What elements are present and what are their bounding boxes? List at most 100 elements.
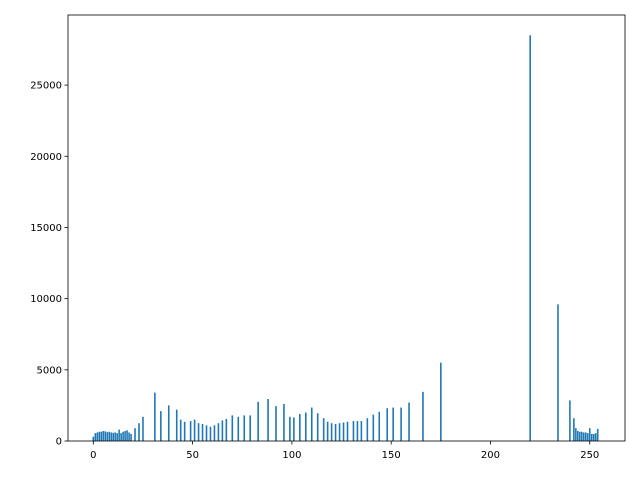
- bar: [334, 423, 337, 441]
- bar: [193, 419, 196, 441]
- y-tick-label: 15000: [30, 223, 62, 234]
- x-tick-label: 200: [481, 450, 500, 461]
- bar: [126, 430, 128, 441]
- bar: [142, 416, 144, 441]
- bar: [221, 420, 224, 441]
- bar: [299, 413, 301, 441]
- bar: [594, 433, 597, 441]
- bar: [592, 433, 595, 441]
- bar: [378, 411, 381, 441]
- bar: [130, 433, 132, 441]
- bar: [569, 400, 571, 441]
- bar: [134, 428, 136, 441]
- bar: [316, 413, 319, 441]
- bar: [167, 405, 170, 441]
- bar: [102, 431, 105, 441]
- y-tick-label: 10000: [30, 294, 62, 305]
- y-tick-label: 5000: [37, 365, 62, 376]
- bar: [338, 423, 341, 441]
- y-tick-label: 0: [56, 437, 62, 448]
- bar: [304, 412, 307, 441]
- bar: [573, 418, 575, 441]
- bar: [330, 423, 333, 441]
- bar: [100, 431, 103, 441]
- bar: [372, 414, 375, 441]
- bar: [120, 433, 122, 441]
- bar: [189, 421, 192, 441]
- bar: [529, 35, 531, 442]
- bar: [356, 421, 359, 441]
- x-tick-label: 0: [90, 450, 96, 461]
- bar: [584, 432, 587, 441]
- x-tick-label: 250: [580, 450, 599, 461]
- bar: [106, 432, 109, 441]
- x-tick-label: 50: [186, 450, 199, 461]
- bar: [596, 428, 599, 441]
- bar: [249, 415, 251, 441]
- bar: [124, 431, 126, 441]
- bar: [237, 416, 240, 441]
- axes-frame: [67, 14, 626, 442]
- x-tick-label: 150: [382, 450, 401, 461]
- bar: [114, 432, 116, 441]
- bar: [352, 421, 355, 441]
- bar: [579, 431, 581, 441]
- bar: [586, 433, 589, 441]
- bar: [366, 418, 369, 441]
- bar: [138, 423, 140, 441]
- bar: [104, 431, 107, 441]
- bar: [183, 421, 186, 441]
- bar: [160, 411, 162, 441]
- bar: [243, 415, 246, 441]
- bar: [557, 304, 559, 441]
- bar: [283, 403, 285, 441]
- bar: [257, 401, 259, 441]
- bar: [179, 419, 182, 441]
- plot-area: [80, 15, 625, 441]
- bar: [128, 432, 130, 441]
- bar: [118, 429, 120, 441]
- bar: [112, 432, 114, 441]
- bar: [154, 392, 156, 441]
- bar: [92, 436, 95, 441]
- bar: [293, 417, 295, 441]
- x-tick-label: 100: [282, 450, 301, 461]
- bar: [197, 423, 200, 441]
- bar: [289, 416, 291, 441]
- bar: [275, 406, 277, 441]
- bar: [217, 423, 220, 441]
- bar: [175, 409, 178, 441]
- bar: [209, 426, 212, 441]
- bar: [588, 428, 591, 441]
- bar: [581, 431, 583, 441]
- bar: [225, 418, 228, 441]
- bar: [408, 402, 410, 441]
- bar: [116, 433, 118, 441]
- bar: [96, 432, 99, 441]
- bar: [98, 431, 101, 441]
- bar: [440, 362, 442, 441]
- bar: [590, 433, 593, 441]
- bar: [575, 428, 577, 441]
- bar: [213, 425, 216, 441]
- bar: [326, 421, 329, 441]
- bar: [342, 422, 345, 441]
- bar: [346, 421, 349, 441]
- bar: [386, 408, 389, 441]
- bar: [110, 432, 112, 441]
- bar: [231, 415, 234, 441]
- bar: [201, 423, 204, 441]
- bar: [267, 399, 269, 441]
- bar: [422, 391, 424, 441]
- bar: [400, 407, 402, 441]
- bar: [122, 431, 124, 441]
- y-tick-label: 20000: [30, 152, 62, 163]
- bar: [583, 432, 585, 441]
- bar: [94, 433, 97, 441]
- bar: [392, 407, 394, 441]
- bar: [360, 421, 363, 441]
- bar: [205, 425, 208, 441]
- bar: [108, 431, 110, 441]
- y-tick-label: 25000: [30, 81, 62, 92]
